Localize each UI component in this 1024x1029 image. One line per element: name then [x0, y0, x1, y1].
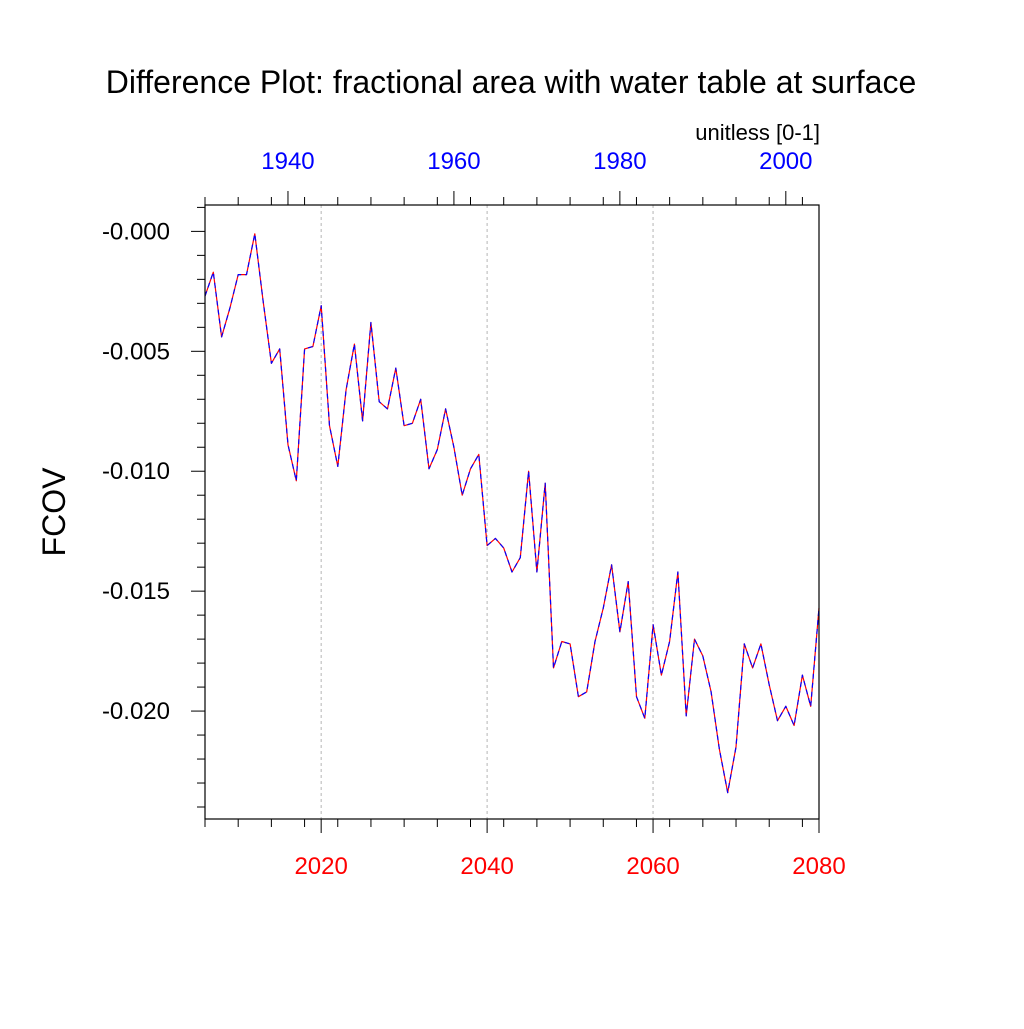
y-tick-label--0.005: -0.005: [102, 338, 170, 365]
bottom-tick-label-2040: 2040: [460, 853, 513, 880]
y-axis-label: FCOV: [36, 467, 72, 557]
bottom-tick-label-2020: 2020: [294, 853, 347, 880]
series-line-historical: [204, 233, 820, 794]
units-label: unitless [0-1]: [695, 120, 820, 145]
y-tick-label--0.010: -0.010: [102, 458, 170, 485]
y-tick-label--0.020: -0.020: [102, 698, 170, 725]
series-lines: [204, 233, 820, 794]
bottom-tick-label-2060: 2060: [626, 853, 679, 880]
bottom-tick-label-2080: 2080: [792, 853, 845, 880]
y-tick-label--0.000: -0.000: [102, 218, 170, 245]
top-tick-label-1960: 1960: [427, 148, 480, 175]
plot-frame: [204, 204, 820, 820]
series-line-future: [204, 233, 820, 794]
tick-labels: 2020 2040 2060 2080 1940 1960 1980 2000 -0.000 -0…: [102, 148, 846, 880]
chart-title: Difference Plot: fractional area with wa…: [106, 64, 916, 100]
axis-ticks: [191, 191, 820, 833]
top-tick-label-1980: 1980: [593, 148, 646, 175]
top-tick-label-2000: 2000: [759, 148, 812, 175]
gridlines: [320, 205, 654, 819]
top-tick-label-1940: 1940: [261, 148, 314, 175]
y-tick-label--0.015: -0.015: [102, 578, 170, 605]
